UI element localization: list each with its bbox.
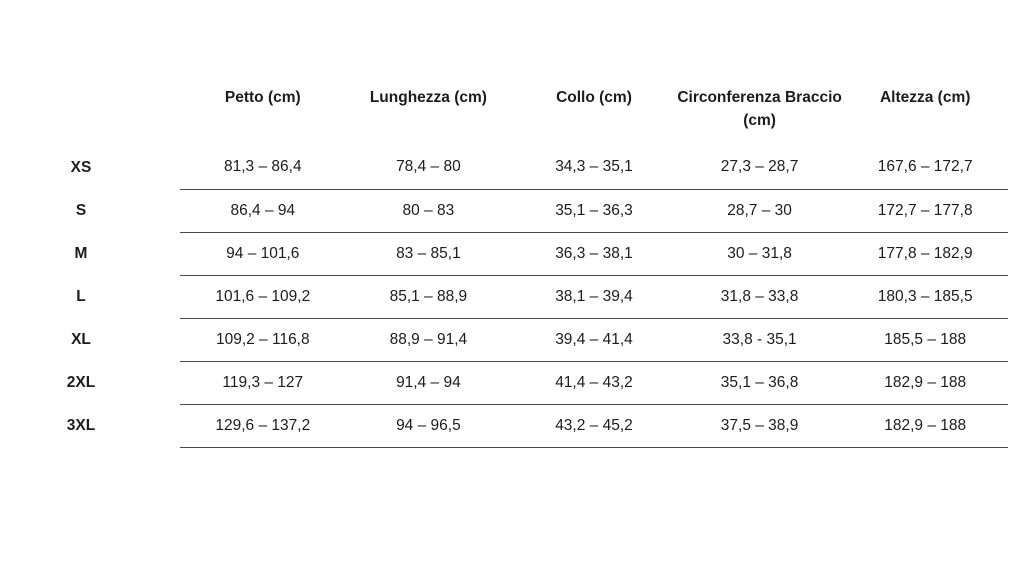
row-label-l: L <box>76 287 86 305</box>
row-label-s: S <box>75 201 87 219</box>
table-row-l: L 101,6 – 109,2 85,1 – 88,9 38,1 – 39,4 … <box>8 275 1008 319</box>
table-cell: 180,3 – 185,5 <box>842 275 1008 319</box>
table-cell: 109,2 – 116,8 <box>180 318 346 362</box>
table-cell: 119,3 – 127 <box>180 361 346 405</box>
table-cell: 167,6 – 172,7 <box>842 146 1008 190</box>
table-row-3xl: 3XL 129,6 – 137,2 94 – 96,5 43,2 – 45,2 … <box>8 404 1008 448</box>
column-header-circonferenza-braccio: Circonferenza Braccio (cm) <box>677 89 842 129</box>
column-header-altezza: Altezza (cm) <box>879 89 971 106</box>
table-cell: 177,8 – 182,9 <box>842 232 1008 276</box>
table-cell: 182,9 – 188 <box>842 361 1008 405</box>
row-label-xs: XS <box>70 158 92 176</box>
table-cell: 38,1 – 39,4 <box>511 275 677 319</box>
table-cell: 182,9 – 188 <box>842 404 1008 448</box>
row-label-2xl: 2XL <box>66 373 96 391</box>
table-cell: 80 – 83 <box>345 189 512 233</box>
row-label-header <box>8 86 180 146</box>
row-label-3xl: 3XL <box>66 416 96 434</box>
table-cell: 34,3 – 35,1 <box>511 146 677 190</box>
table-cell: 78,4 – 80 <box>345 146 512 190</box>
table-cell: 94 – 96,5 <box>345 404 512 448</box>
table-cell: 27,3 – 28,7 <box>676 146 843 190</box>
table-cell: 43,2 – 45,2 <box>511 404 677 448</box>
table-row-m: M 94 – 101,6 83 – 85,1 36,3 – 38,1 30 – … <box>8 232 1008 276</box>
table-cell: 85,1 – 88,9 <box>345 275 512 319</box>
table-cell: 81,3 – 86,4 <box>180 146 346 190</box>
table-cell: 185,5 – 188 <box>842 318 1008 362</box>
table-cell: 86,4 – 94 <box>180 189 346 233</box>
table-cell: 41,4 – 43,2 <box>511 361 677 405</box>
table-row-xs: XS 81,3 – 86,4 78,4 – 80 34,3 – 35,1 27,… <box>8 146 1008 190</box>
table-cell: 101,6 – 109,2 <box>180 275 346 319</box>
table-cell: 31,8 – 33,8 <box>676 275 843 319</box>
table-row-xl: XL 109,2 – 116,8 88,9 – 91,4 39,4 – 41,4… <box>8 318 1008 362</box>
table-cell: 91,4 – 94 <box>345 361 512 405</box>
table-cell: 30 – 31,8 <box>676 232 843 276</box>
table-cell: 88,9 – 91,4 <box>345 318 512 362</box>
column-header-collo: Collo (cm) <box>556 89 632 106</box>
table-cell: 39,4 – 41,4 <box>511 318 677 362</box>
table-cell: 94 – 101,6 <box>180 232 346 276</box>
table-cell: 172,7 – 177,8 <box>842 189 1008 233</box>
row-label-xl: XL <box>71 330 91 348</box>
table-cell: 37,5 – 38,9 <box>676 404 843 448</box>
table-cell: 35,1 – 36,3 <box>511 189 677 233</box>
table-cell: 28,7 – 30 <box>676 189 843 233</box>
size-chart-table: Petto (cm) Lunghezza (cm) Collo (cm) Cir… <box>8 86 1008 448</box>
table-cell: 36,3 – 38,1 <box>511 232 677 276</box>
table-row-s: S 86,4 – 94 80 – 83 35,1 – 36,3 28,7 – 3… <box>8 189 1008 233</box>
column-header-petto: Petto (cm) <box>224 89 301 106</box>
column-header-lunghezza: Lunghezza (cm) <box>369 89 487 106</box>
table-cell: 129,6 – 137,2 <box>180 404 346 448</box>
table-cell: 33,8 - 35,1 <box>676 318 843 362</box>
header-row: Petto (cm) Lunghezza (cm) Collo (cm) Cir… <box>8 86 1008 146</box>
row-label-m: M <box>74 244 88 262</box>
table-row-2xl: 2XL 119,3 – 127 91,4 – 94 41,4 – 43,2 35… <box>8 361 1008 405</box>
table-cell: 35,1 – 36,8 <box>676 361 843 405</box>
table-cell: 83 – 85,1 <box>345 232 512 276</box>
